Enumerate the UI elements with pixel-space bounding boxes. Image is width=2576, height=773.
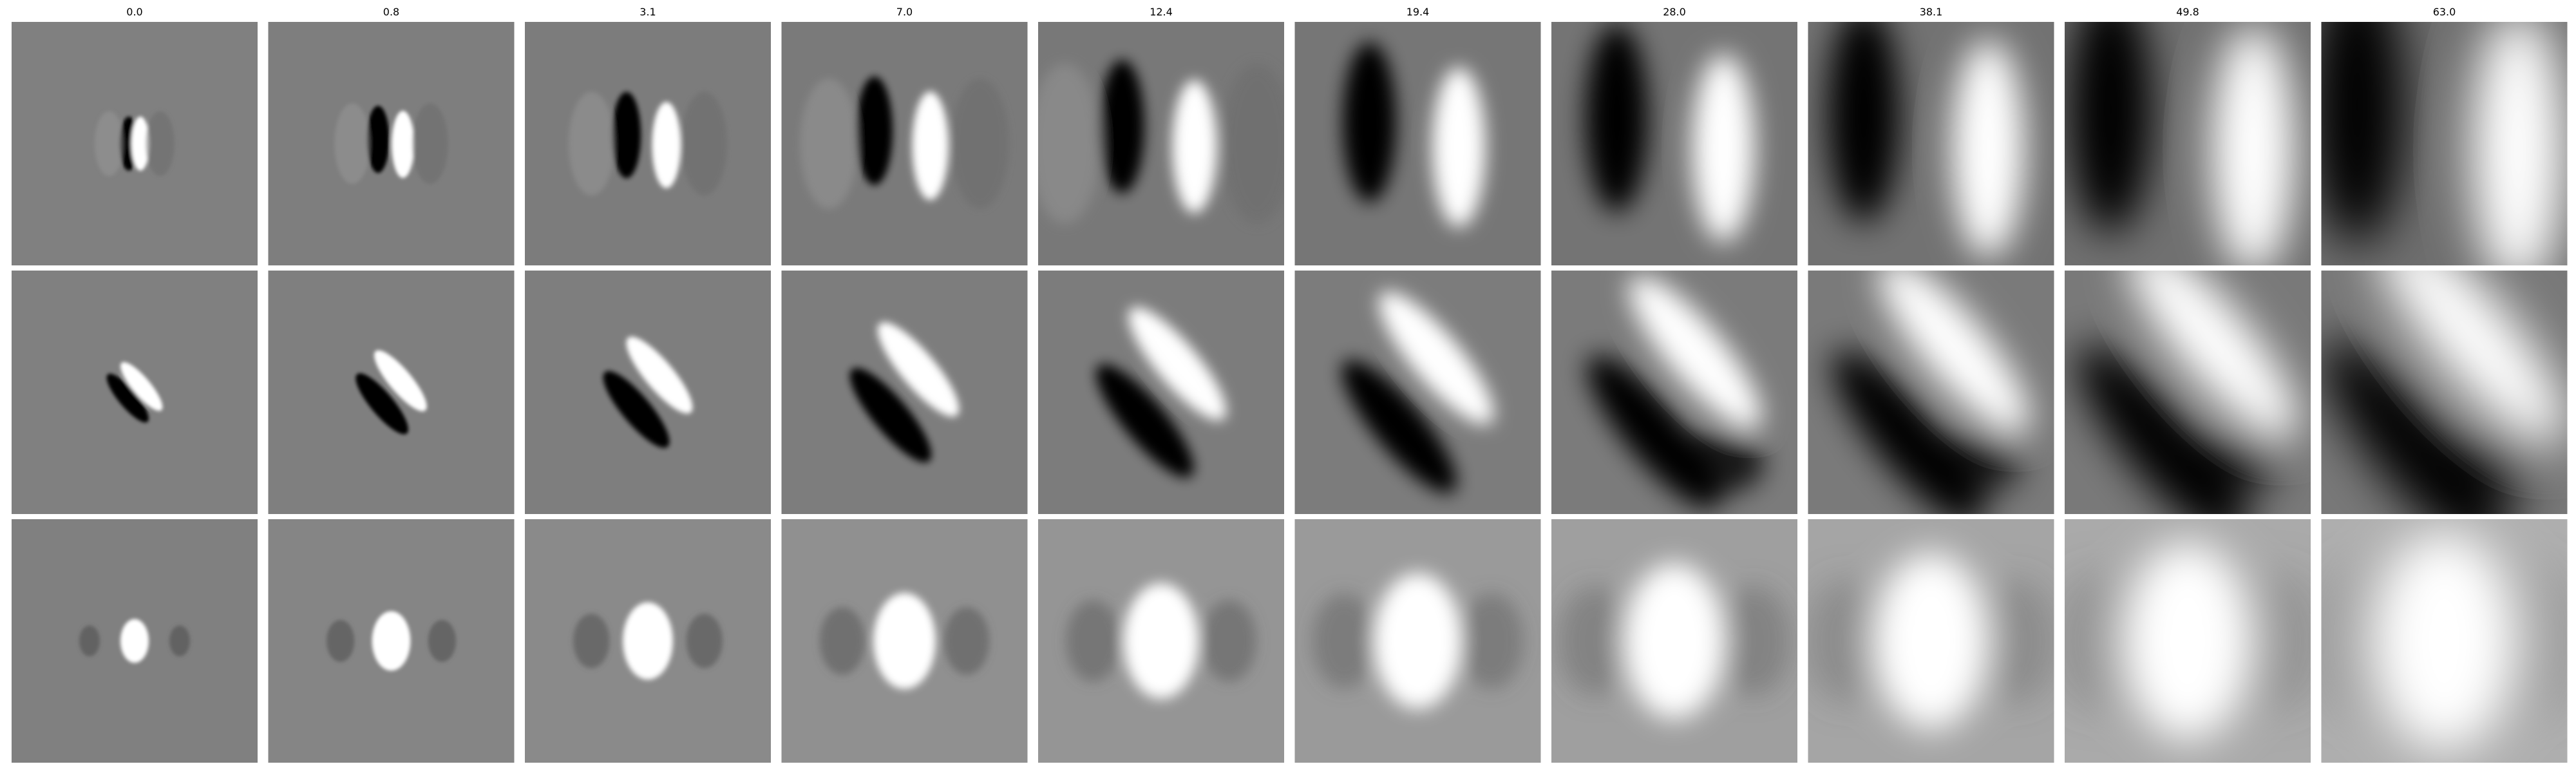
- image-panel: [1551, 22, 1797, 265]
- column-title: 3.1: [639, 6, 656, 18]
- image-panel: [1808, 22, 2054, 265]
- image-panels: [12, 22, 2568, 763]
- image-panel: [2321, 271, 2568, 514]
- image-panel: [1294, 519, 1541, 763]
- image-panel: [1038, 519, 1284, 763]
- column-title: 28.0: [1663, 6, 1686, 18]
- image-panel: [1808, 271, 2054, 514]
- image-panel: [525, 519, 771, 763]
- column-title: 0.0: [126, 6, 142, 18]
- image-panel: [1038, 22, 1284, 265]
- image-panel: [525, 271, 771, 514]
- image-panel: [1551, 519, 1797, 763]
- image-panel: [2065, 22, 2311, 265]
- image-panel: [525, 22, 771, 265]
- image-panel: [2065, 271, 2311, 514]
- column-titles: 0.0 0.8 3.1 7.0 12.4 19.4 28.0 38.1 49.8 63.0: [126, 6, 2456, 18]
- image-panel: [1551, 271, 1797, 514]
- image-panel: [1808, 519, 2054, 763]
- column-title: 38.1: [1920, 6, 1943, 18]
- image-panel: [268, 22, 515, 265]
- image-panel: [781, 271, 1028, 514]
- image-panel: [1294, 22, 1541, 265]
- image-panel: [12, 22, 258, 265]
- column-title: 63.0: [2433, 6, 2456, 18]
- image-panel: [781, 519, 1028, 763]
- image-panel: [268, 271, 515, 514]
- column-title: 12.4: [1150, 6, 1173, 18]
- image-panel: [2321, 22, 2568, 265]
- image-panel: [12, 519, 258, 763]
- column-title: 7.0: [896, 6, 913, 18]
- image-panel: [2065, 519, 2311, 763]
- column-title: 49.8: [2176, 6, 2199, 18]
- image-panel: [2321, 519, 2568, 763]
- image-panel: [1294, 271, 1541, 514]
- image-panel: [12, 271, 258, 514]
- column-title: 0.8: [383, 6, 399, 18]
- image-panel: [1038, 271, 1284, 514]
- column-title: 19.4: [1406, 6, 1430, 18]
- image-panel: [268, 519, 515, 763]
- image-panel: [781, 22, 1028, 265]
